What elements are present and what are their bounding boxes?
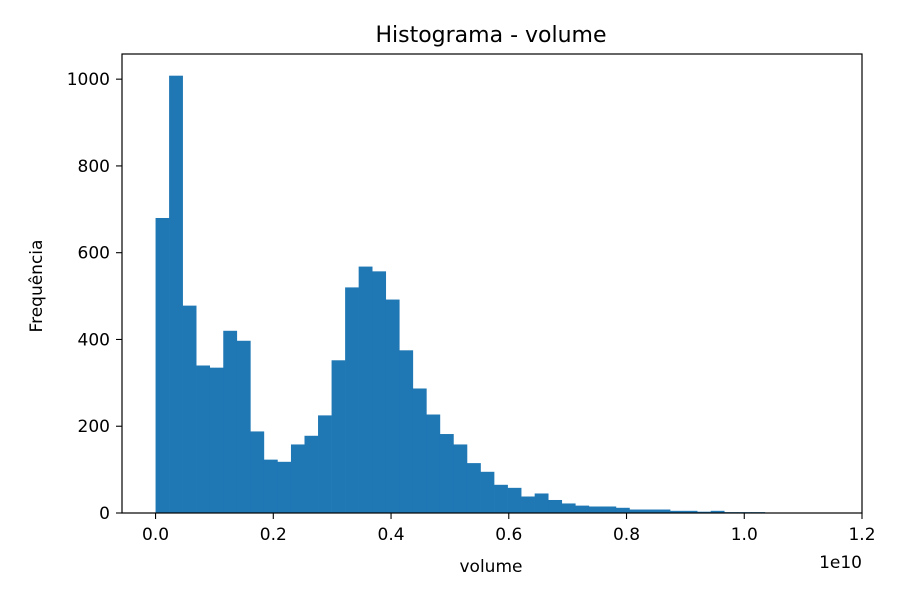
x-tick-label: 0.6 bbox=[495, 525, 522, 545]
histogram-bar bbox=[237, 341, 251, 513]
histogram-bar bbox=[277, 462, 291, 513]
histogram-bar bbox=[183, 306, 197, 513]
histogram-bar bbox=[575, 506, 589, 513]
histogram-bar bbox=[345, 287, 359, 513]
bars-group bbox=[156, 76, 833, 513]
y-tick-label: 1000 bbox=[67, 70, 110, 90]
histogram-bar bbox=[250, 431, 264, 513]
histogram-bar bbox=[210, 368, 224, 513]
histogram-bar bbox=[426, 415, 440, 513]
y-axis: 0 200 400 600 800 1000 bbox=[67, 70, 122, 524]
x-axis-offset-label: 1e10 bbox=[819, 553, 862, 573]
y-axis-label: Frequência bbox=[27, 240, 47, 333]
histogram-bar bbox=[156, 218, 170, 513]
histogram-bar bbox=[291, 444, 305, 513]
histogram-bar bbox=[494, 485, 508, 513]
histogram-bar bbox=[602, 506, 616, 513]
histogram-bar bbox=[481, 472, 495, 513]
histogram-bar bbox=[616, 508, 630, 513]
histogram-bar bbox=[372, 271, 386, 513]
histogram-bar bbox=[535, 493, 549, 513]
y-tick-label: 400 bbox=[78, 330, 110, 350]
y-tick-label: 600 bbox=[78, 244, 110, 264]
histogram-bar bbox=[589, 506, 603, 513]
y-tick-label: 200 bbox=[78, 417, 110, 437]
histogram-bar bbox=[399, 350, 413, 513]
histogram-bar bbox=[453, 444, 467, 513]
histogram-bar bbox=[508, 488, 522, 513]
x-tick-label: 0.4 bbox=[378, 525, 405, 545]
x-axis: 0.0 0.2 0.4 0.6 0.8 1.0 1.2 bbox=[142, 513, 875, 545]
histogram-bar bbox=[562, 503, 576, 513]
y-tick-label: 800 bbox=[78, 157, 110, 177]
x-axis-label: volume bbox=[460, 557, 523, 577]
histogram-bar bbox=[521, 497, 535, 513]
y-tick-label: 0 bbox=[99, 504, 110, 524]
histogram-bar bbox=[332, 360, 346, 513]
histogram-bar bbox=[548, 500, 562, 513]
x-tick-label: 1.0 bbox=[731, 525, 758, 545]
histogram-bar bbox=[318, 415, 332, 513]
histogram-bar bbox=[223, 331, 237, 513]
histogram-bar bbox=[467, 463, 481, 513]
histogram-bar bbox=[196, 366, 210, 514]
histogram-bar bbox=[169, 76, 183, 513]
x-tick-label: 0.2 bbox=[260, 525, 287, 545]
histogram-bar bbox=[359, 267, 373, 513]
histogram-bar bbox=[264, 460, 278, 513]
chart-title: Histograma - volume bbox=[375, 23, 606, 48]
histogram-bar bbox=[440, 434, 454, 513]
x-tick-label: 1.2 bbox=[848, 525, 875, 545]
histogram-bar bbox=[305, 436, 319, 513]
histogram-bar bbox=[413, 388, 427, 513]
x-tick-label: 0.0 bbox=[142, 525, 169, 545]
x-tick-label: 0.8 bbox=[613, 525, 640, 545]
histogram-bar bbox=[386, 300, 400, 513]
